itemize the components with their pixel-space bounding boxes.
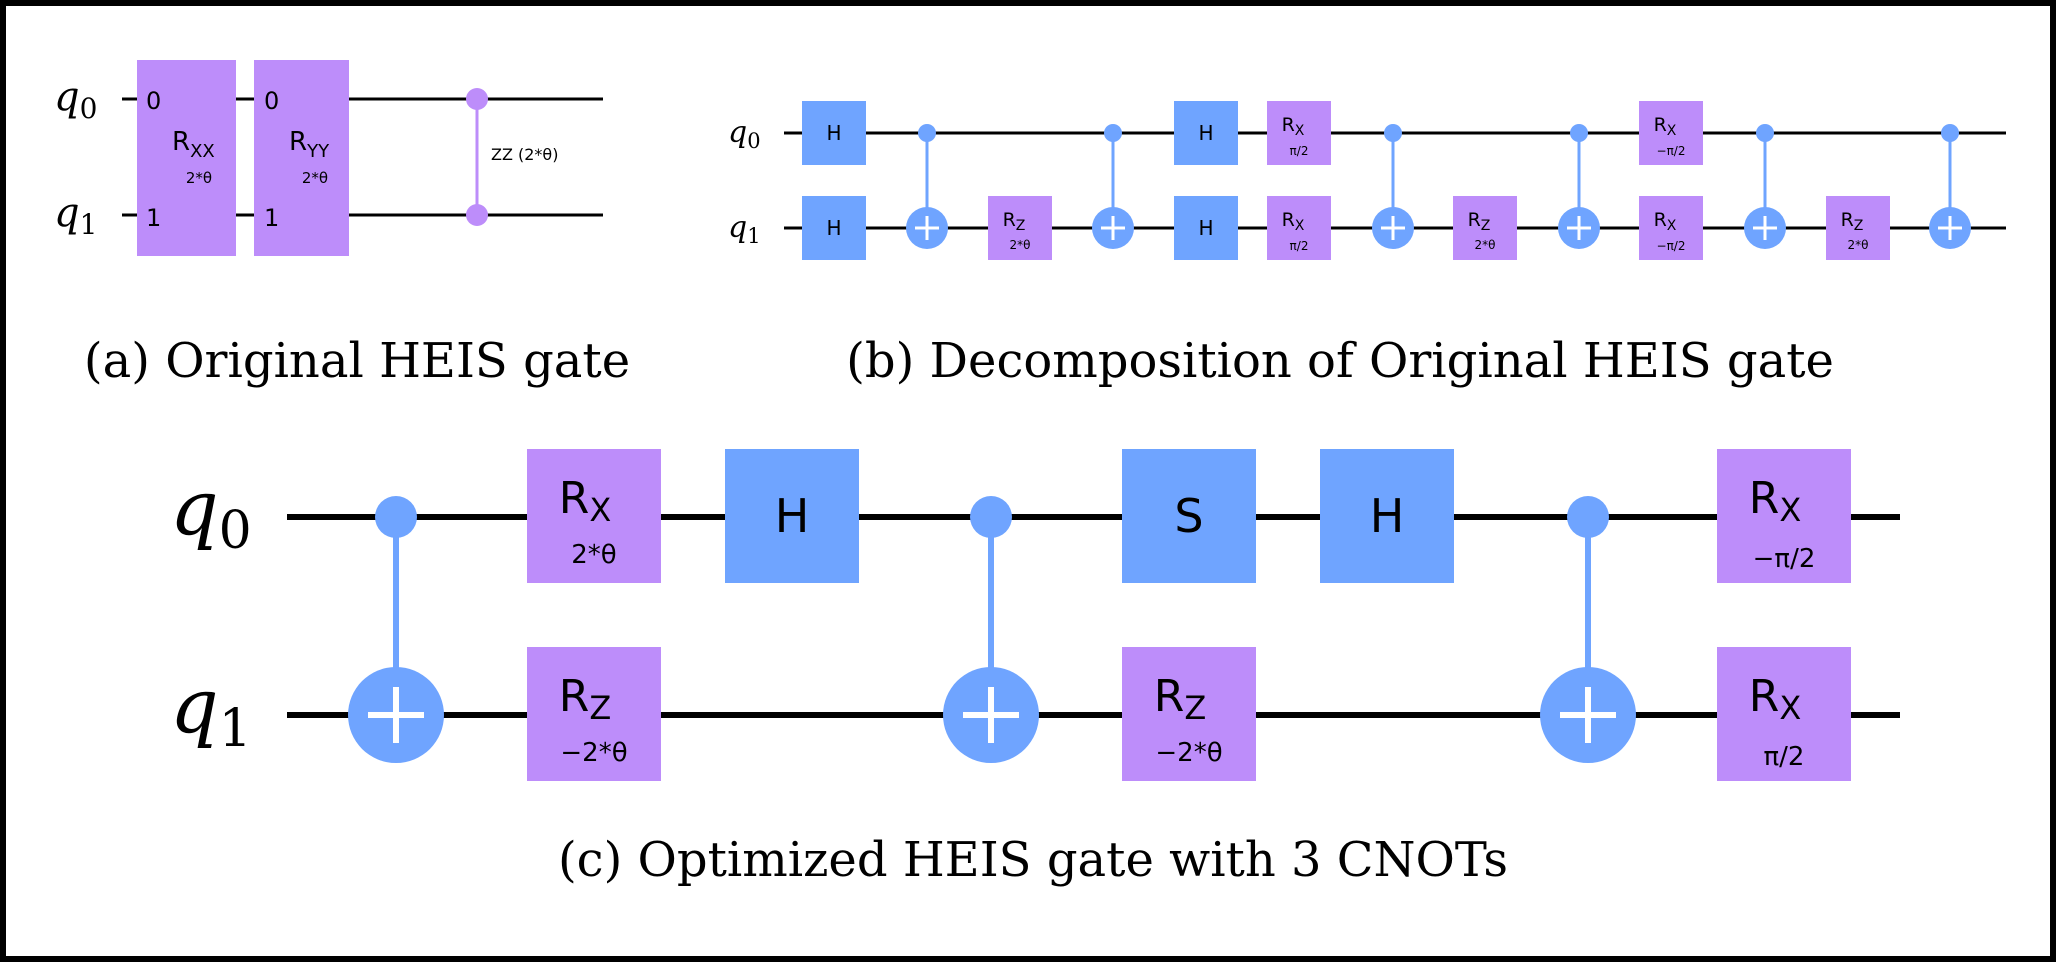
b-cnot-1 (906, 124, 948, 249)
svg-text:π/2: π/2 (1290, 144, 1309, 158)
ryy-port-1: 1 (264, 204, 279, 232)
b-rz-gate-2: RZ 2*θ (1453, 196, 1517, 260)
panel-a-circuit: q0 q1 0 1 RXX 2*θ 0 1 RYY 2*θ ZZ (2*θ) (54, 60, 603, 256)
panel-a-q0-label: q0 (54, 74, 97, 125)
svg-text:RZ: RZ (1154, 671, 1207, 727)
c-rz-gate-1: RZ −2*θ (527, 647, 661, 781)
b-h-gate-q1-2: H (1174, 196, 1238, 260)
ryy-port-0: 0 (264, 87, 279, 115)
panel-c-q0-label: q0 (170, 463, 252, 561)
svg-text:2*θ: 2*θ (1848, 238, 1869, 252)
b-cnot-3 (1372, 124, 1414, 249)
svg-text:RX: RX (1749, 473, 1802, 529)
c-h-gate-2: H (1320, 449, 1454, 583)
b-cnot-5 (1744, 124, 1786, 249)
svg-text:H: H (1370, 489, 1405, 543)
svg-text:RZ: RZ (1841, 209, 1864, 234)
b-h-gate-q0-2: H (1174, 101, 1238, 165)
rxx-gate: 0 1 RXX 2*θ (137, 60, 236, 256)
rxx-port-0: 0 (146, 87, 161, 115)
svg-text:H: H (826, 121, 841, 145)
b-cnot-6 (1929, 124, 1971, 249)
b-rx-gate-q0-pos: RX π/2 (1267, 101, 1331, 165)
svg-text:H: H (775, 489, 810, 543)
b-rx-gate-q0-neg: RX −π/2 (1639, 101, 1703, 165)
panel-b-circuit: q0 q1 H H RZ 2*θ H H (728, 101, 2006, 260)
svg-text:2*θ: 2*θ (1475, 238, 1496, 252)
b-h-gate-q0-1: H (802, 101, 866, 165)
panel-c-circuit: q0 q1 RX 2*θ RZ −2*θ H (170, 449, 1900, 781)
zz-label: ZZ (2*θ) (491, 145, 558, 164)
svg-text:π/2: π/2 (1290, 239, 1309, 253)
c-rx-gate-2theta: RX 2*θ (527, 449, 661, 583)
b-rx-gate-q1-pos: RX π/2 (1267, 196, 1331, 260)
svg-text:RZ: RZ (1003, 209, 1026, 234)
svg-text:2*θ: 2*θ (1010, 238, 1031, 252)
b-cnot-4 (1558, 124, 1600, 249)
zz-dot-q1 (466, 204, 488, 226)
panel-b-q0-label: q0 (728, 115, 761, 153)
svg-text:−2*θ: −2*θ (560, 738, 627, 768)
svg-text:−2*θ: −2*θ (1155, 738, 1222, 768)
b-rx-gate-q1-neg: RX −π/2 (1639, 196, 1703, 260)
svg-text:−π/2: −π/2 (1657, 239, 1686, 253)
svg-text:π/2: π/2 (1764, 742, 1805, 772)
b-h-gate-q1-1: H (802, 196, 866, 260)
svg-text:H: H (1198, 216, 1213, 240)
svg-text:H: H (1198, 121, 1213, 145)
panel-a-caption: (a) Original HEIS gate (84, 333, 630, 389)
panel-a-q1-label: q1 (54, 190, 97, 241)
svg-text:2*θ: 2*θ (571, 540, 616, 570)
c-rx-gate-pos: RX π/2 (1717, 647, 1851, 781)
panel-b-caption: (b) Decomposition of Original HEIS gate (846, 333, 1834, 389)
c-cnot-3 (1540, 496, 1636, 763)
svg-text:RX: RX (1282, 209, 1305, 234)
ryy-param: 2*θ (302, 169, 328, 187)
svg-text:RX: RX (1749, 671, 1802, 727)
rxx-port-1: 1 (146, 204, 161, 232)
ryy-gate: 0 1 RYY 2*θ (254, 60, 349, 256)
svg-text:H: H (826, 216, 841, 240)
b-cnot-2 (1092, 124, 1134, 249)
svg-text:RX: RX (1282, 114, 1305, 139)
c-h-gate-1: H (725, 449, 859, 583)
svg-text:S: S (1174, 489, 1203, 543)
svg-text:−π/2: −π/2 (1753, 544, 1816, 574)
b-rz-gate-1: RZ 2*θ (988, 196, 1052, 260)
zz-dot-q0 (466, 88, 488, 110)
svg-text:RZ: RZ (1468, 209, 1491, 234)
c-cnot-1 (348, 496, 444, 763)
svg-text:RX: RX (1654, 114, 1677, 139)
svg-text:RZ: RZ (559, 671, 612, 727)
panel-c-q1-label: q1 (170, 661, 252, 759)
rxx-label: RXX (172, 127, 215, 162)
c-rz-gate-2: RZ −2*θ (1122, 647, 1256, 781)
c-cnot-2 (943, 496, 1039, 763)
svg-text:RX: RX (1654, 209, 1677, 234)
svg-text:RX: RX (559, 473, 612, 529)
panel-b-q1-label: q1 (728, 210, 761, 248)
zz-gate: ZZ (2*θ) (466, 88, 558, 226)
c-rx-gate-neg: RX −π/2 (1717, 449, 1851, 583)
svg-text:−π/2: −π/2 (1657, 144, 1686, 158)
panel-c-caption: (c) Optimized HEIS gate with 3 CNOTs (558, 832, 1508, 888)
c-s-gate: S (1122, 449, 1256, 583)
ryy-label: RYY (289, 127, 330, 162)
rxx-param: 2*θ (186, 169, 212, 187)
b-rz-gate-3: RZ 2*θ (1826, 196, 1890, 260)
